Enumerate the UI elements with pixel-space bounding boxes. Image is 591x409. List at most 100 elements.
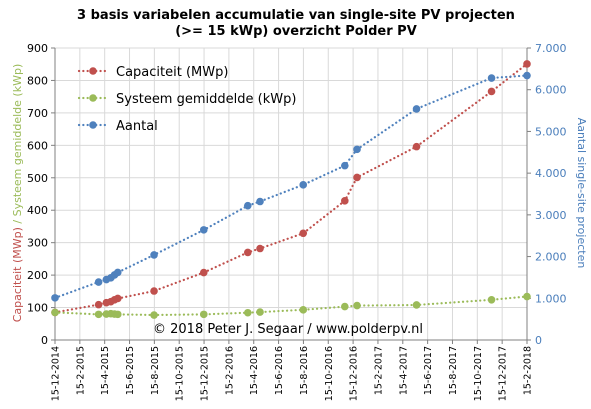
x-tick-label: 15-8-2017 xyxy=(448,346,459,395)
y-tick-label: 400 xyxy=(27,204,48,217)
data-point xyxy=(341,302,349,311)
data-point xyxy=(487,74,496,82)
y-tick-label: 300 xyxy=(27,237,48,250)
data-point xyxy=(51,308,59,317)
y2-tick-label: 5.000 xyxy=(535,125,567,138)
y-tick-label: 600 xyxy=(27,139,48,152)
data-point xyxy=(523,292,531,301)
y-axis-right-ticks: 0 1.000 2.000 3.000 4.000 5.000 6.000 7.000 xyxy=(535,42,567,347)
data-point xyxy=(412,142,421,151)
data-point xyxy=(94,300,103,309)
legend-label: Aantal xyxy=(116,119,158,134)
data-point xyxy=(94,310,103,319)
data-point xyxy=(150,287,158,295)
chart-title-line1: 3 basis variabelen accumulatie van singl… xyxy=(77,8,515,23)
data-point xyxy=(94,278,103,286)
y-axis-left-label-capacity: Capaciteit (MWp) xyxy=(11,227,24,322)
y-tick-label: 0 xyxy=(41,334,48,347)
y2-tick-label: 2.000 xyxy=(535,251,567,264)
data-point xyxy=(243,308,252,317)
data-point xyxy=(341,161,349,170)
y-tick-label: 800 xyxy=(27,74,48,87)
series-line xyxy=(53,62,529,314)
data-point xyxy=(299,229,308,238)
y-axis-right-label: Aantal single-site projecten xyxy=(575,118,588,269)
y2-tick-label: 7.000 xyxy=(535,42,567,55)
x-tick-label: 15-8-2015 xyxy=(150,346,161,395)
y-axis-left-label-average: Systeem gemiddelde (kWp) xyxy=(11,64,24,217)
axes xyxy=(51,47,531,344)
x-tick-label: 15-6-2015 xyxy=(125,346,136,395)
x-tick-label: 15-4-2017 xyxy=(398,346,409,395)
data-point xyxy=(199,310,208,319)
data-point xyxy=(113,268,122,277)
data-point xyxy=(523,60,531,68)
data-point xyxy=(113,294,122,303)
y-axis-left-ticks: 0 100 200 300 400 500 600 700 800 900 xyxy=(27,42,48,347)
data-point xyxy=(256,308,264,316)
data-point xyxy=(256,244,264,253)
data-point xyxy=(487,87,496,96)
x-tick-label: 15-6-2017 xyxy=(423,346,434,395)
legend-marker xyxy=(89,94,97,102)
x-tick-label: 15-10-2017 xyxy=(473,346,484,401)
data-point xyxy=(199,226,208,234)
legend-item-0: Capaciteit (MWp) xyxy=(77,65,228,80)
legend-label: Systeem gemiddelde (kWp) xyxy=(116,92,296,107)
legend-marker xyxy=(89,67,97,75)
y2-tick-label: 4.000 xyxy=(535,167,567,180)
x-tick-label: 15-4-2016 xyxy=(249,346,260,395)
x-tick-label: 15-2-2018 xyxy=(523,346,534,395)
y-axis-left-label: Capaciteit (MWp) / Systeem gemiddelde (k… xyxy=(11,64,24,323)
x-tick-label: 15-2-2015 xyxy=(75,346,86,395)
y2-tick-label: 0 xyxy=(535,334,542,347)
copyright-text: © 2018 Peter J. Segaar / www.polderpv.nl xyxy=(153,322,423,337)
data-point xyxy=(150,311,158,319)
data-point xyxy=(353,301,361,310)
data-point xyxy=(412,105,421,113)
data-point xyxy=(412,301,421,309)
x-tick-label: 15-12-2017 xyxy=(498,346,509,401)
data-point xyxy=(51,294,59,302)
x-tick-label: 15-2-2017 xyxy=(373,346,384,395)
chart-title-line2: (>= 15 kWp) overzicht Polder PV xyxy=(175,24,417,39)
legend: Capaciteit (MWp) Systeem gemiddelde (kWp)… xyxy=(77,65,296,134)
y-tick-label: 700 xyxy=(27,107,48,120)
y-tick-label: 100 xyxy=(27,302,48,315)
y2-tick-label: 6.000 xyxy=(535,84,567,97)
y2-tick-label: 3.000 xyxy=(535,209,567,222)
x-tick-label: 15-12-2016 xyxy=(349,346,360,401)
x-tick-label: 15-12-2015 xyxy=(200,346,211,401)
series-layer xyxy=(51,60,531,319)
y-tick-label: 200 xyxy=(27,269,48,282)
x-tick-label: 15-12-2014 xyxy=(51,346,62,401)
series-2 xyxy=(51,71,531,302)
series-0 xyxy=(51,60,531,317)
data-point xyxy=(353,173,361,182)
data-point xyxy=(299,306,308,314)
legend-marker xyxy=(89,121,97,129)
data-point xyxy=(341,197,349,205)
data-point xyxy=(487,295,496,304)
legend-item-1: Systeem gemiddelde (kWp) xyxy=(77,92,296,107)
data-point xyxy=(243,201,252,210)
data-point xyxy=(243,248,252,257)
x-tick-label: 15-4-2015 xyxy=(100,346,111,395)
y-tick-label: 500 xyxy=(27,172,48,185)
y-tick-label: 900 xyxy=(27,42,48,55)
data-point xyxy=(113,310,122,319)
data-point xyxy=(199,268,208,277)
x-tick-label: 15-10-2015 xyxy=(175,346,186,401)
legend-label: Capaciteit (MWp) xyxy=(116,65,228,80)
data-point xyxy=(150,251,158,259)
series-1 xyxy=(51,292,531,319)
x-tick-label: 15-10-2016 xyxy=(324,346,335,401)
series-line xyxy=(53,295,529,317)
x-tick-label: 15-2-2016 xyxy=(224,346,235,395)
y-axis-left-label-separator: / xyxy=(11,216,24,227)
data-point xyxy=(523,71,531,80)
data-point xyxy=(299,181,308,189)
data-point xyxy=(256,197,264,206)
